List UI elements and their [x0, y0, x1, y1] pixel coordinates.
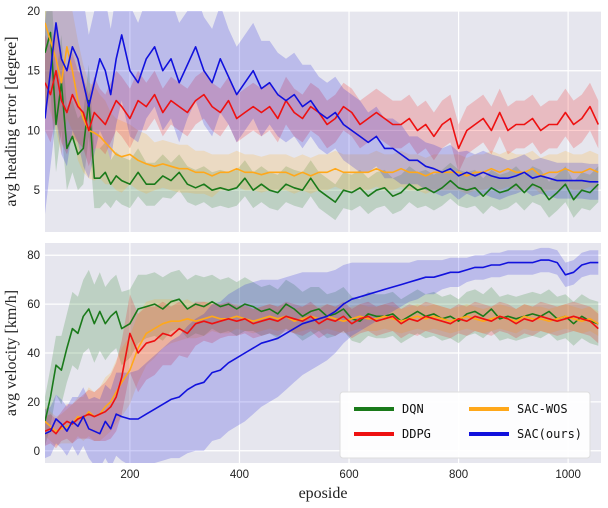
velocity-band-sac-ours: [45, 247, 599, 463]
heading-error-band-dqn: [45, 11, 599, 221]
heading-error-y-tick-label: 20: [27, 6, 40, 18]
velocity-x-tick-label: 600: [339, 469, 358, 481]
heading-error-y-tick-label: 10: [27, 125, 40, 137]
heading-error-panel: 5 10 15 20 avg heading error [degree]: [3, 6, 601, 232]
heading-error-line-sac-wos: [45, 22, 599, 177]
heading-error-plot-area: [45, 11, 601, 232]
velocity-y-tick-label: 0: [34, 446, 40, 458]
velocity-band-dqn: [45, 269, 599, 446]
heading-error-y-tick-label: 5: [34, 185, 40, 197]
heading-error-tick-labels: 5 10 15 20: [27, 6, 40, 197]
velocity-lines: [45, 259, 599, 435]
velocity-x-tick-label: 200: [120, 469, 139, 481]
velocity-y-axis-label: avg velocity [km/h]: [3, 290, 20, 416]
legend-label-sac-wos: SAC-WOS: [517, 402, 568, 416]
velocity-y-tick-label: 40: [27, 348, 40, 360]
legend-label-dqn: DQN: [402, 402, 424, 416]
velocity-tick-labels: 0 20 40 60 80 200 400 600 800 1000: [27, 250, 581, 481]
x-axis-label: eposide: [299, 485, 348, 502]
heading-error-line-sac-ours: [45, 22, 599, 183]
legend-items: DQN SAC-WOS DDPG SAC(ours): [354, 402, 582, 441]
heading-error-line-dqn: [45, 31, 599, 203]
velocity-x-tick-label: 1000: [555, 469, 581, 481]
heading-error-band-sac-wos: [45, 11, 599, 198]
velocity-bands: [45, 247, 599, 463]
heading-error-band-ddpg: [45, 22, 599, 173]
velocity-line-ddpg: [45, 315, 599, 435]
legend-label-sac-ours: SAC(ours): [517, 427, 582, 441]
velocity-y-tick-label: 60: [27, 299, 40, 311]
heading-error-y-axis-label: avg heading error [degree]: [3, 36, 20, 206]
velocity-line-sac-ours: [45, 259, 599, 435]
legend-label-ddpg: DDPG: [402, 427, 431, 441]
heading-error-line-ddpg: [45, 69, 600, 150]
legend-box: [339, 391, 591, 459]
velocity-x-tick-label: 400: [230, 469, 249, 481]
velocity-line-dqn: [45, 298, 599, 422]
velocity-band-ddpg: [45, 294, 599, 449]
velocity-x-tick-label: 800: [449, 469, 468, 481]
velocity-y-tick-label: 20: [27, 397, 40, 409]
heading-error-bands: [45, 11, 599, 221]
heading-error-lines: [45, 22, 600, 203]
velocity-y-tick-label: 80: [27, 250, 40, 262]
heading-error-y-tick-label: 15: [27, 66, 40, 78]
velocity-band-sac-wos: [45, 299, 599, 446]
legend: DQN SAC-WOS DDPG SAC(ours): [339, 391, 591, 459]
heading-error-band-sac-ours: [45, 11, 599, 215]
